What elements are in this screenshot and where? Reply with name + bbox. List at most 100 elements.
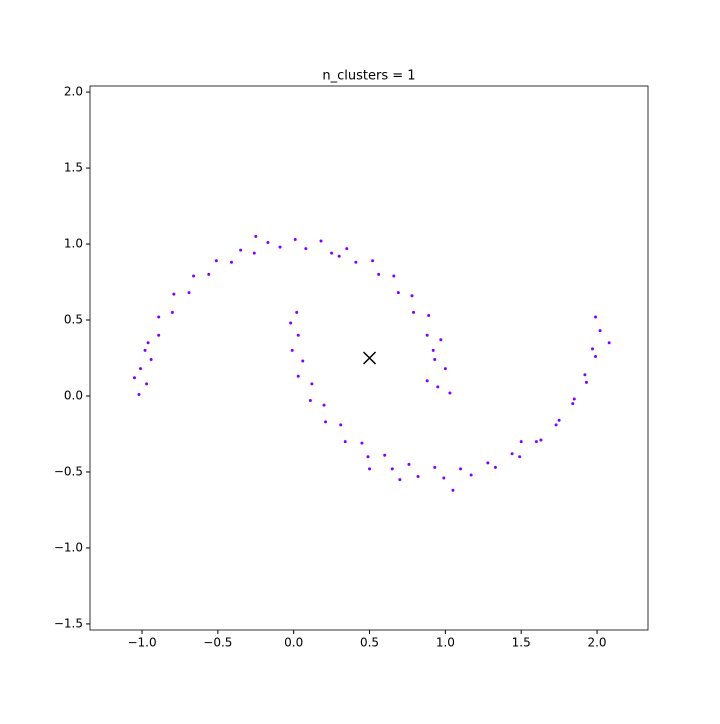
point bbox=[132, 376, 136, 380]
y-tick-label: 0.0 bbox=[64, 388, 83, 402]
y-tick-label: 1.5 bbox=[64, 161, 83, 175]
point bbox=[433, 465, 437, 469]
point bbox=[451, 488, 455, 492]
point bbox=[319, 239, 323, 243]
point bbox=[590, 347, 594, 351]
point bbox=[439, 338, 443, 342]
point bbox=[143, 348, 147, 352]
point bbox=[594, 354, 598, 358]
point bbox=[324, 420, 328, 424]
point bbox=[431, 348, 435, 352]
point bbox=[278, 245, 282, 249]
point bbox=[230, 260, 234, 264]
point bbox=[410, 294, 414, 298]
point bbox=[366, 455, 370, 459]
point bbox=[360, 441, 364, 445]
point bbox=[192, 274, 196, 278]
point bbox=[304, 247, 308, 251]
point bbox=[368, 467, 372, 471]
point bbox=[214, 259, 218, 263]
x-tick-label: −0.5 bbox=[203, 636, 232, 650]
point bbox=[459, 467, 463, 471]
point bbox=[252, 251, 256, 255]
point bbox=[594, 315, 598, 319]
point bbox=[290, 348, 294, 352]
y-tick-label: 0.5 bbox=[64, 313, 83, 327]
point bbox=[571, 402, 575, 406]
chart-title: n_clusters = 1 bbox=[322, 69, 415, 84]
point bbox=[377, 272, 381, 276]
point bbox=[539, 438, 543, 442]
point bbox=[354, 260, 358, 264]
point bbox=[139, 367, 143, 371]
point bbox=[146, 341, 150, 345]
point bbox=[407, 462, 411, 466]
point bbox=[519, 440, 523, 444]
point bbox=[337, 254, 341, 258]
y-tick-label: −1.0 bbox=[54, 540, 83, 554]
point bbox=[598, 329, 602, 333]
point bbox=[187, 291, 191, 295]
point bbox=[322, 403, 326, 407]
point bbox=[493, 465, 497, 469]
point bbox=[443, 367, 447, 371]
point bbox=[254, 234, 258, 238]
point bbox=[137, 392, 141, 396]
point bbox=[425, 333, 429, 337]
point bbox=[149, 358, 153, 362]
point bbox=[330, 251, 334, 255]
point bbox=[554, 423, 558, 427]
point bbox=[383, 453, 387, 457]
point bbox=[145, 382, 149, 386]
y-tick-label: 2.0 bbox=[64, 85, 83, 99]
point bbox=[412, 310, 416, 314]
point bbox=[557, 418, 561, 422]
x-tick-label: 1.5 bbox=[512, 636, 531, 650]
point bbox=[534, 440, 538, 444]
point bbox=[157, 333, 161, 337]
point bbox=[343, 440, 347, 444]
point bbox=[371, 259, 375, 263]
point bbox=[345, 247, 349, 251]
centroid bbox=[363, 351, 377, 365]
point bbox=[396, 291, 400, 295]
x-tick-label: −1.0 bbox=[127, 636, 156, 650]
point bbox=[266, 241, 270, 245]
point bbox=[310, 382, 314, 386]
y-tick-label: −0.5 bbox=[54, 464, 83, 478]
point bbox=[392, 274, 396, 278]
point bbox=[607, 341, 611, 345]
point bbox=[296, 374, 300, 378]
point bbox=[425, 379, 429, 383]
x-tick-label: 0.0 bbox=[284, 636, 303, 650]
point bbox=[398, 478, 402, 482]
point bbox=[584, 380, 588, 384]
point bbox=[442, 476, 446, 480]
plot-frame bbox=[89, 85, 649, 631]
point bbox=[583, 373, 587, 377]
point bbox=[486, 461, 490, 465]
point bbox=[308, 399, 312, 403]
point bbox=[293, 237, 297, 241]
point bbox=[510, 452, 514, 456]
point bbox=[436, 385, 440, 389]
point bbox=[433, 358, 437, 362]
point bbox=[296, 333, 300, 337]
x-tick-label: 1.0 bbox=[436, 636, 455, 650]
point bbox=[289, 321, 293, 325]
y-tick-label: 1.0 bbox=[64, 237, 83, 251]
point bbox=[170, 310, 174, 314]
point bbox=[339, 423, 343, 427]
y-tick-label: −1.5 bbox=[54, 616, 83, 630]
point bbox=[518, 455, 522, 459]
point bbox=[172, 292, 176, 296]
point bbox=[572, 397, 576, 401]
point bbox=[469, 473, 473, 477]
x-tick-label: 2.0 bbox=[587, 636, 606, 650]
point bbox=[301, 359, 305, 363]
point bbox=[207, 272, 211, 276]
point bbox=[239, 248, 243, 252]
point bbox=[416, 475, 420, 479]
point bbox=[295, 310, 299, 314]
